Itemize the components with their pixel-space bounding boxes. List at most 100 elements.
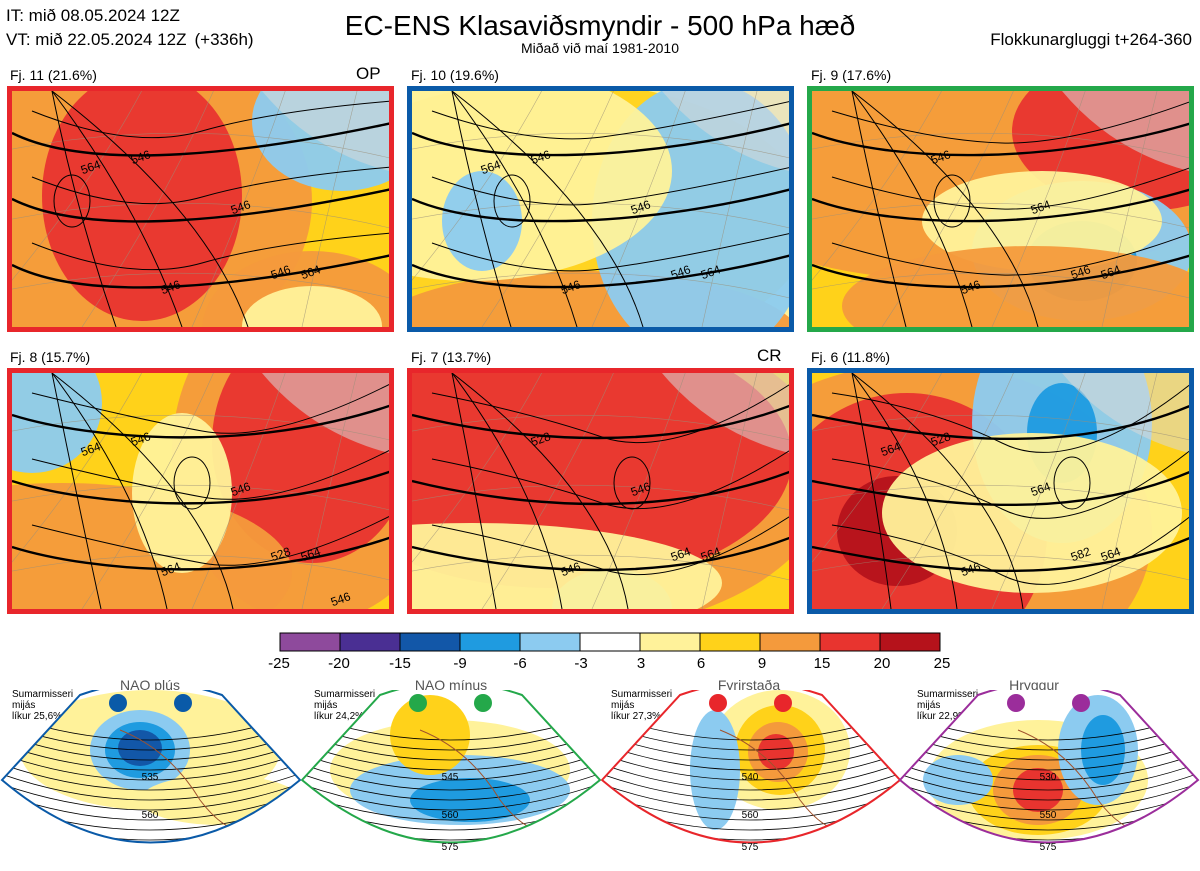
contour-label: 564 (1099, 262, 1123, 282)
contour-label: 528 (929, 429, 953, 449)
regime-marker-dot (109, 694, 127, 712)
meridian (591, 373, 686, 609)
height-contour-line (412, 470, 789, 506)
anomaly-area (12, 373, 102, 473)
graticule (812, 373, 1189, 609)
colorbar-tick: -9 (453, 655, 467, 672)
meridian (12, 373, 142, 563)
anomaly-area (390, 695, 470, 775)
height-contours (412, 91, 789, 327)
height-contours (812, 91, 1189, 327)
height-contour-line (900, 779, 1198, 811)
height-contours (12, 373, 389, 609)
height-contour-line (831, 450, 1189, 519)
height-contour-line (31, 515, 389, 566)
regime-marker-dot (474, 694, 492, 712)
valid-time-date: VT: mið 22.05.2024 12Z (6, 30, 187, 49)
colorbar-swatch (519, 632, 581, 652)
meridian (701, 91, 758, 327)
meridian (412, 91, 542, 281)
contour-label: 582 (1069, 544, 1093, 564)
contour-label: 530 (1040, 772, 1057, 783)
contour-label: 545 (442, 772, 459, 783)
cluster-map-panel: 546 564 546 564 528 564 546 (7, 368, 394, 614)
contour-label: 540 (742, 772, 759, 783)
contour-label: 546 (129, 429, 153, 449)
contour-label: 564 (79, 157, 103, 177)
parallel (12, 272, 389, 299)
graticule (12, 373, 389, 609)
cluster-map: 546 564 546 564 528 564 546 (12, 373, 389, 609)
meridian (412, 373, 542, 563)
height-contour-line (412, 122, 789, 157)
parallel (412, 554, 789, 581)
contour-label: 546 (959, 559, 983, 579)
contour-label: 564 (669, 544, 693, 564)
contour-label: 575 (742, 842, 759, 853)
height-contour-line (51, 91, 117, 327)
height-contour-line (812, 536, 1189, 572)
regime-marker-dot (409, 694, 427, 712)
colorbar-swatch (639, 632, 701, 652)
parallel (812, 484, 1189, 511)
cluster-tag: OP (356, 64, 381, 83)
height-contour-line (431, 167, 789, 206)
height-contours (12, 91, 389, 327)
height-contour-line (412, 254, 789, 289)
height-contour-line (431, 233, 789, 272)
height-contour-line (900, 749, 1198, 781)
colorbar-swatch (279, 632, 341, 652)
colorbar-tick: 3 (636, 655, 646, 672)
anomaly-area (882, 433, 1182, 593)
cluster-label: Fj. 7 (13.7%) (411, 349, 492, 365)
colorbar-tick: 20 (873, 655, 891, 672)
regime-frame (300, 690, 602, 844)
anomaly-area (412, 523, 722, 609)
meridian (881, 91, 1014, 327)
height-contour-line (451, 91, 512, 327)
colorbar (279, 632, 941, 652)
parallel (412, 132, 789, 159)
regime-marker-dot (1007, 694, 1025, 712)
contour-label: 546 (559, 277, 583, 297)
height-contour-line (12, 404, 389, 439)
meridian (191, 373, 286, 609)
colorbar-tick: -25 (268, 655, 290, 672)
contour-label: 546 (629, 197, 653, 217)
cluster-map-panel: 528 546 546 564 564 (407, 368, 794, 614)
height-contour-ring (1053, 456, 1091, 510)
height-contour-ring (933, 174, 971, 228)
colorbar-tick: -15 (389, 655, 411, 672)
height-contour-ring (613, 456, 651, 510)
height-contour-line (302, 749, 600, 781)
meridian (701, 373, 758, 609)
height-contour-line (51, 373, 102, 609)
contour-label: 560 (442, 810, 459, 821)
colorbar-swatch (819, 632, 881, 652)
colorbar-swatch (879, 632, 941, 652)
parallel (412, 484, 789, 511)
height-contour-line (831, 516, 1189, 585)
contour-label: 535 (142, 772, 159, 783)
meridian (1101, 91, 1158, 327)
regime-note: Sumarmisseri mijás líkur 27,3% (611, 689, 673, 722)
height-contour-line (851, 91, 973, 327)
contour-label: 546 (529, 147, 553, 167)
contour-label: 546 (229, 197, 253, 217)
contour-label: 564 (1099, 544, 1123, 564)
contour-label: 564 (159, 559, 183, 579)
height-contour-line (831, 384, 1189, 453)
height-contour-line (812, 470, 1189, 506)
height-contour-line (51, 91, 249, 327)
colorbar-tick: 9 (757, 655, 767, 672)
valid-time-offset: (+336h) (194, 30, 254, 49)
anomaly-area (922, 171, 1162, 271)
parallel (12, 132, 389, 159)
colorbar-swatch (399, 632, 461, 652)
height-contour-line (831, 101, 1189, 144)
meridian (301, 91, 358, 327)
height-contour-line (602, 739, 900, 771)
height-contour-line (12, 536, 389, 571)
cluster-map: 528 546 564 564 582 564 (812, 373, 1189, 609)
meridian (12, 91, 142, 281)
